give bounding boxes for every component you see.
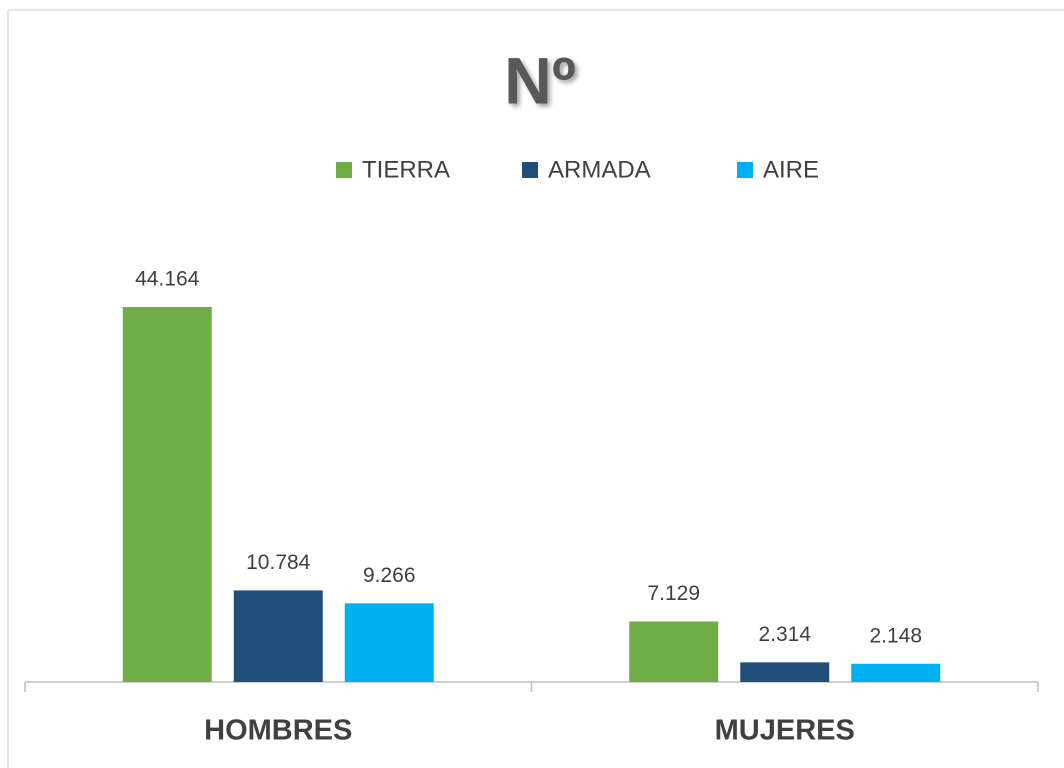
data-label: 44.164 <box>135 268 200 291</box>
legend-swatch <box>737 162 753 178</box>
bar <box>122 307 212 682</box>
x-tick-label: MUJERES <box>715 715 855 747</box>
data-label: 10.784 <box>246 551 311 574</box>
legend-label: ARMADA <box>548 156 651 183</box>
x-tick-label: HOMBRES <box>204 715 352 747</box>
data-label: 2.314 <box>758 623 811 646</box>
chart-title: Nº <box>504 43 576 117</box>
legend-swatch <box>336 162 352 178</box>
legend-label: TIERRA <box>362 156 450 183</box>
data-label: 7.129 <box>647 582 700 605</box>
bar <box>740 662 830 682</box>
data-label: 9.266 <box>363 564 416 587</box>
bar <box>344 603 434 682</box>
data-label: 2.148 <box>869 624 922 647</box>
bar <box>851 663 941 682</box>
legend-label: AIRE <box>763 156 819 183</box>
legend-swatch <box>522 162 538 178</box>
bar <box>233 590 323 682</box>
bar <box>629 621 719 682</box>
